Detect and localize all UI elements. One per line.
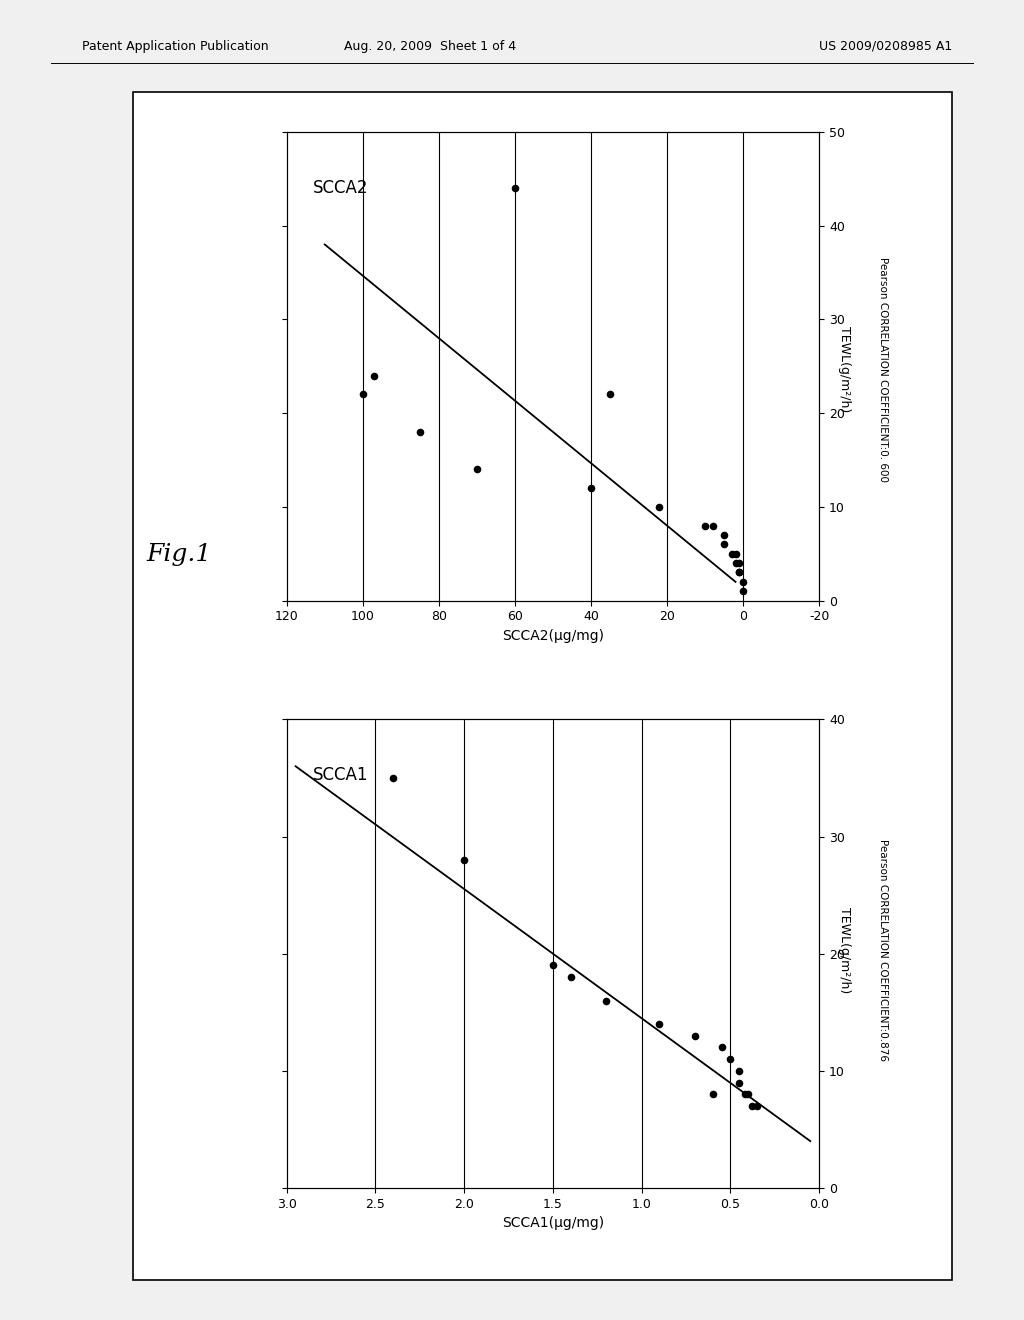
- Point: [724, 543, 740, 564]
- Point: [705, 1084, 721, 1105]
- Point: [735, 572, 752, 593]
- X-axis label: SCCA1(μg/mg): SCCA1(μg/mg): [502, 1216, 604, 1230]
- Point: [366, 366, 382, 387]
- Point: [412, 421, 428, 442]
- X-axis label: SCCA2(μg/mg): SCCA2(μg/mg): [502, 628, 604, 643]
- Text: Patent Application Publication: Patent Application Publication: [82, 40, 268, 53]
- Point: [743, 1096, 760, 1117]
- Point: [469, 459, 485, 480]
- Text: Pearson CORRELATION COEFFICIENT:0.876: Pearson CORRELATION COEFFICIENT:0.876: [878, 840, 888, 1061]
- Point: [651, 496, 668, 517]
- Point: [507, 178, 523, 199]
- Point: [731, 1072, 748, 1093]
- Text: Aug. 20, 2009  Sheet 1 of 4: Aug. 20, 2009 Sheet 1 of 4: [344, 40, 516, 53]
- Point: [740, 1084, 757, 1105]
- Point: [583, 478, 599, 499]
- Point: [731, 562, 748, 583]
- Point: [456, 850, 472, 871]
- Point: [705, 515, 721, 536]
- Point: [731, 1060, 748, 1081]
- Point: [562, 966, 579, 987]
- Text: SCCA1: SCCA1: [313, 766, 369, 784]
- Point: [716, 533, 732, 554]
- Point: [716, 524, 732, 545]
- Text: TEWL(g/m²/h): TEWL(g/m²/h): [839, 907, 851, 994]
- Point: [731, 553, 748, 574]
- Text: US 2009/0208985 A1: US 2009/0208985 A1: [819, 40, 952, 53]
- Point: [545, 954, 561, 975]
- Point: [736, 1084, 753, 1105]
- Point: [727, 553, 743, 574]
- Text: Pearson CORRELATION COEFFICIENT:0. 600: Pearson CORRELATION COEFFICIENT:0. 600: [878, 257, 888, 482]
- Point: [697, 515, 714, 536]
- Point: [354, 384, 371, 405]
- Text: SCCA2: SCCA2: [313, 180, 369, 197]
- Point: [602, 384, 618, 405]
- Point: [731, 562, 748, 583]
- Point: [749, 1096, 765, 1117]
- Point: [385, 767, 401, 788]
- FancyBboxPatch shape: [133, 92, 952, 1280]
- Point: [722, 1048, 738, 1069]
- Point: [714, 1038, 730, 1059]
- Point: [687, 1026, 703, 1047]
- Point: [651, 1014, 668, 1035]
- Text: TEWL(g/m²/h): TEWL(g/m²/h): [839, 326, 851, 413]
- Point: [735, 581, 752, 602]
- Text: Fig.1: Fig.1: [146, 543, 212, 566]
- Point: [598, 990, 614, 1011]
- Point: [727, 543, 743, 564]
